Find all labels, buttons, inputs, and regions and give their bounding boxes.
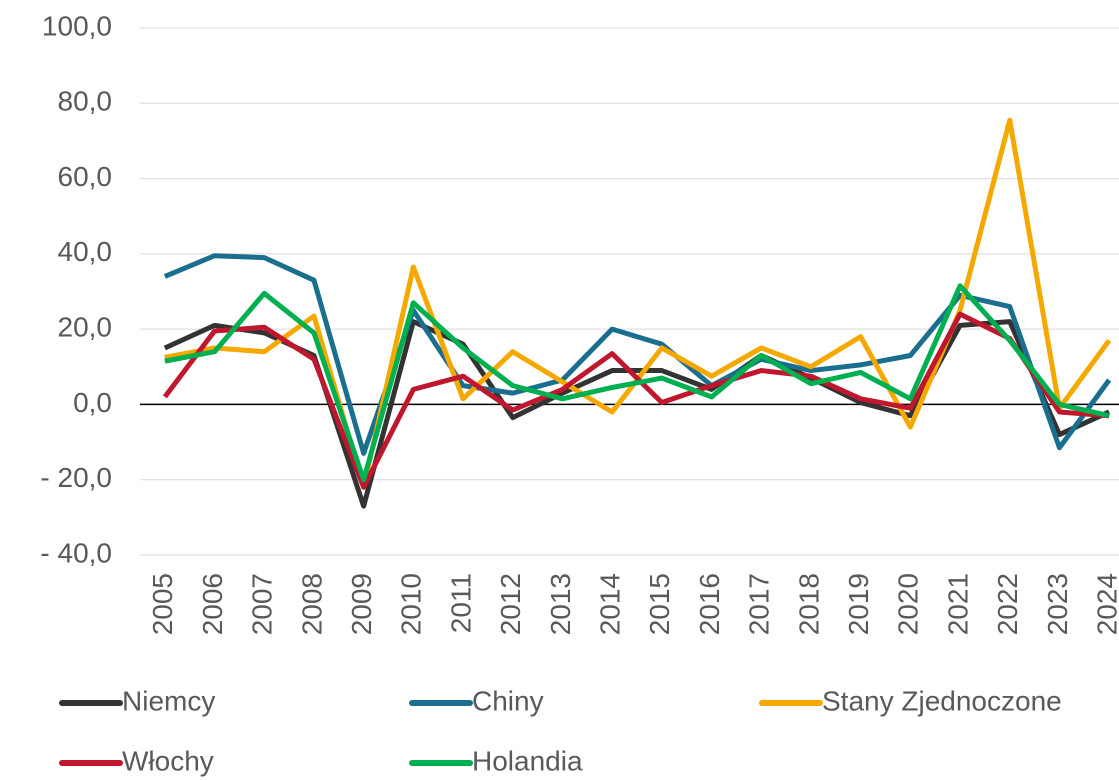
- x-tick-label: 2016: [694, 573, 725, 635]
- x-tick-label: 2012: [495, 573, 526, 635]
- x-tick-label: 2020: [893, 573, 924, 635]
- x-tick-label: 2021: [942, 573, 973, 635]
- x-tick-label: 2010: [396, 573, 427, 635]
- legend-label: Niemcy: [122, 685, 215, 716]
- x-tick-label: 2024: [1092, 573, 1119, 635]
- x-tick-label: 2014: [595, 573, 626, 635]
- series-line: [164, 283, 1110, 483]
- x-tick-label: 2009: [346, 573, 377, 635]
- x-tick-label: 2015: [644, 573, 675, 635]
- y-tick-label: 40,0: [58, 236, 113, 267]
- legend-label: Holandia: [472, 745, 583, 776]
- series-line: [162, 311, 1110, 490]
- x-tick-label: 2018: [793, 573, 824, 635]
- series-line: [164, 117, 1112, 490]
- y-tick-label: 80,0: [58, 86, 113, 117]
- x-tick-label: 2005: [147, 573, 178, 635]
- y-tick-label: 0,0: [73, 387, 112, 418]
- x-tick-label: 2008: [296, 573, 327, 635]
- series-line: [163, 319, 1111, 509]
- legend-label: Włochy: [122, 745, 214, 776]
- x-tick-label: 2017: [744, 573, 775, 635]
- x-tick-label: 2006: [197, 573, 228, 635]
- legend-label: Stany Zjednoczone: [822, 685, 1062, 716]
- x-tick-label: 2022: [992, 573, 1023, 635]
- y-tick-label: 60,0: [58, 161, 113, 192]
- x-tick-label: 2011: [445, 573, 476, 633]
- x-tick-label: 2013: [545, 573, 576, 635]
- x-tick-label: 2019: [843, 573, 874, 635]
- y-tick-label: - 20,0: [40, 462, 112, 493]
- legend-label: Chiny: [472, 685, 544, 716]
- y-tick-label: 100,0: [42, 10, 112, 41]
- x-tick-label: 2023: [1042, 573, 1073, 635]
- y-tick-label: - 40,0: [40, 537, 112, 568]
- y-tick-label: 20,0: [58, 312, 113, 343]
- x-tick-label: 2007: [247, 573, 278, 635]
